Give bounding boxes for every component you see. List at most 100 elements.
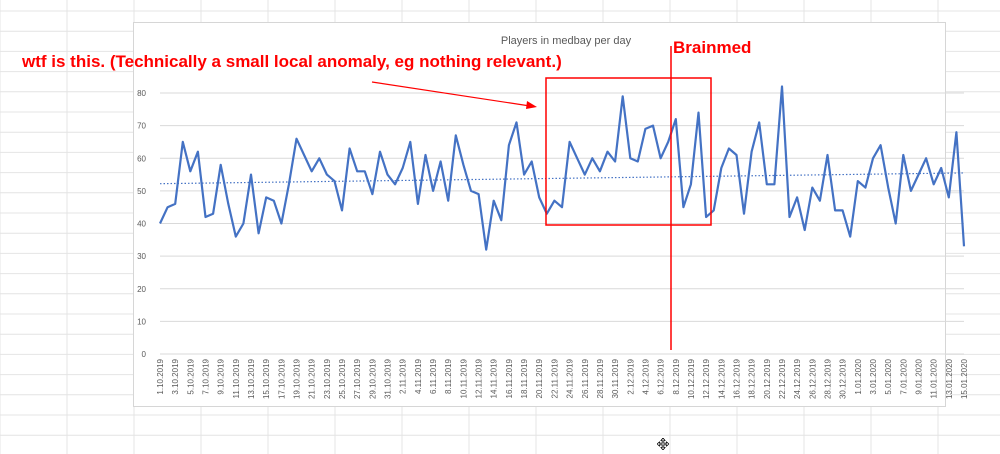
x-tick-label: 30.11.2019 (611, 358, 620, 398)
data-point (469, 189, 473, 193)
data-point (507, 143, 511, 147)
data-point (954, 130, 958, 134)
data-point (378, 150, 382, 154)
x-tick-label: 16.11.2019 (505, 358, 514, 398)
y-tick-label: 60 (137, 154, 146, 163)
annotation-arrow (371, 81, 531, 107)
x-tick-label: 19.10.2019 (293, 358, 302, 399)
data-point (370, 192, 374, 196)
y-tick-label: 70 (137, 122, 146, 131)
data-point (211, 212, 215, 216)
data-point (863, 186, 867, 190)
data-point (158, 222, 162, 226)
x-tick-label: 14.12.2019 (717, 358, 726, 399)
data-point (833, 208, 837, 212)
data-point (916, 173, 920, 177)
data-point (879, 143, 883, 147)
y-tick-label: 30 (137, 252, 146, 261)
data-point (901, 153, 905, 157)
x-tick-label: 1.01.2020 (854, 358, 863, 394)
data-point (765, 182, 769, 186)
data-point (606, 150, 610, 154)
data-point (803, 228, 807, 232)
x-tick-label: 24.12.2019 (793, 358, 802, 399)
data-point (264, 195, 268, 199)
data-point (772, 182, 776, 186)
data-point (841, 208, 845, 212)
x-tick-label: 7.01.2020 (899, 358, 908, 394)
x-tick-label: 28.11.2019 (596, 358, 605, 398)
data-point (689, 182, 693, 186)
data-point (636, 160, 640, 164)
data-point (697, 111, 701, 115)
data-point (575, 156, 579, 160)
y-tick-label: 50 (137, 187, 146, 196)
data-point (825, 153, 829, 157)
data-point (431, 189, 435, 193)
data-point (886, 186, 890, 190)
data-point (621, 94, 625, 98)
data-point (257, 231, 261, 235)
x-tick-label: 9.01.2020 (914, 358, 923, 394)
chart-area[interactable] (133, 22, 946, 407)
data-point (924, 156, 928, 160)
data-point (537, 195, 541, 199)
data-point (499, 218, 503, 222)
data-point (355, 169, 359, 173)
data-point (166, 205, 170, 209)
x-tick-label: 29.10.2019 (368, 358, 377, 399)
x-tick-label: 21.10.2019 (308, 358, 317, 399)
data-point (757, 120, 761, 124)
data-point (742, 212, 746, 216)
data-point (416, 202, 420, 206)
data-point (560, 205, 564, 209)
data-point (317, 156, 321, 160)
data-point (363, 169, 367, 173)
data-point (947, 195, 951, 199)
x-tick-label: 8.11.2019 (444, 358, 453, 394)
data-point (340, 208, 344, 212)
x-tick-label: 17.10.2019 (277, 358, 286, 399)
x-tick-label: 7.10.2019 (202, 358, 211, 394)
data-point (568, 140, 572, 144)
x-tick-label: 12.12.2019 (702, 358, 711, 399)
data-point (401, 166, 405, 170)
data-point (423, 153, 427, 157)
x-tick-label: 15.10.2019 (262, 358, 271, 399)
y-tick-label: 10 (137, 317, 146, 326)
x-tick-label: 22.12.2019 (778, 358, 787, 399)
annotation-brainmed-label: Brainmed (673, 38, 752, 57)
x-tick-label: 13.10.2019 (247, 358, 256, 399)
data-point (484, 248, 488, 252)
data-point (196, 150, 200, 154)
x-tick-label: 22.11.2019 (550, 358, 559, 398)
data-point (325, 173, 329, 177)
x-tick-label: 15.01.2020 (960, 358, 969, 399)
x-tick-label: 12.11.2019 (475, 358, 484, 398)
x-tick-label: 2.11.2019 (399, 358, 408, 394)
x-tick-label: 11.01.2020 (930, 358, 939, 398)
data-point (173, 202, 177, 206)
data-point (643, 127, 647, 131)
data-point (279, 222, 283, 226)
data-point (704, 215, 708, 219)
data-point (302, 153, 306, 157)
data-point (727, 146, 731, 150)
x-tick-label: 30.12.2019 (839, 358, 848, 399)
data-point (461, 163, 465, 167)
data-point (522, 173, 526, 177)
data-point (583, 173, 587, 177)
y-tick-label: 40 (137, 220, 146, 229)
data-point (598, 169, 602, 173)
data-point (681, 205, 685, 209)
series-line (159, 85, 966, 251)
x-tick-label: 9.10.2019 (217, 358, 226, 394)
data-point (750, 150, 754, 154)
annotation-anomaly-note: wtf is this. (Technically a small local … (22, 52, 562, 71)
data-point (226, 202, 230, 206)
data-point (962, 244, 966, 248)
data-point (795, 195, 799, 199)
data-point (310, 169, 314, 173)
data-point (552, 199, 556, 203)
